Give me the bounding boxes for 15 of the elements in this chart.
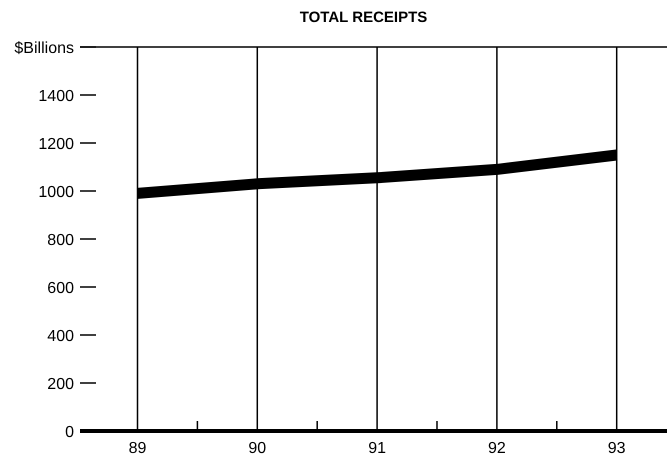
- x-tick-label: 89: [128, 440, 146, 457]
- x-tick-label: 90: [248, 440, 266, 457]
- y-tick-label: 400: [47, 328, 74, 345]
- y-tick-label: 1200: [38, 136, 74, 153]
- x-tick-label: 91: [368, 440, 386, 457]
- y-tick-label: 1000: [38, 184, 74, 201]
- chart-title: TOTAL RECEIPTS: [300, 9, 428, 26]
- x-tick-label: 93: [608, 440, 626, 457]
- y-tick-label: 200: [47, 376, 74, 393]
- y-tick-label: 800: [47, 232, 74, 249]
- y-tick-label: 0: [65, 424, 74, 441]
- x-tick-label: 92: [488, 440, 506, 457]
- y-tick-label: $Billions: [14, 40, 74, 57]
- y-tick-label: 1400: [38, 88, 74, 105]
- y-tick-label: 600: [47, 280, 74, 297]
